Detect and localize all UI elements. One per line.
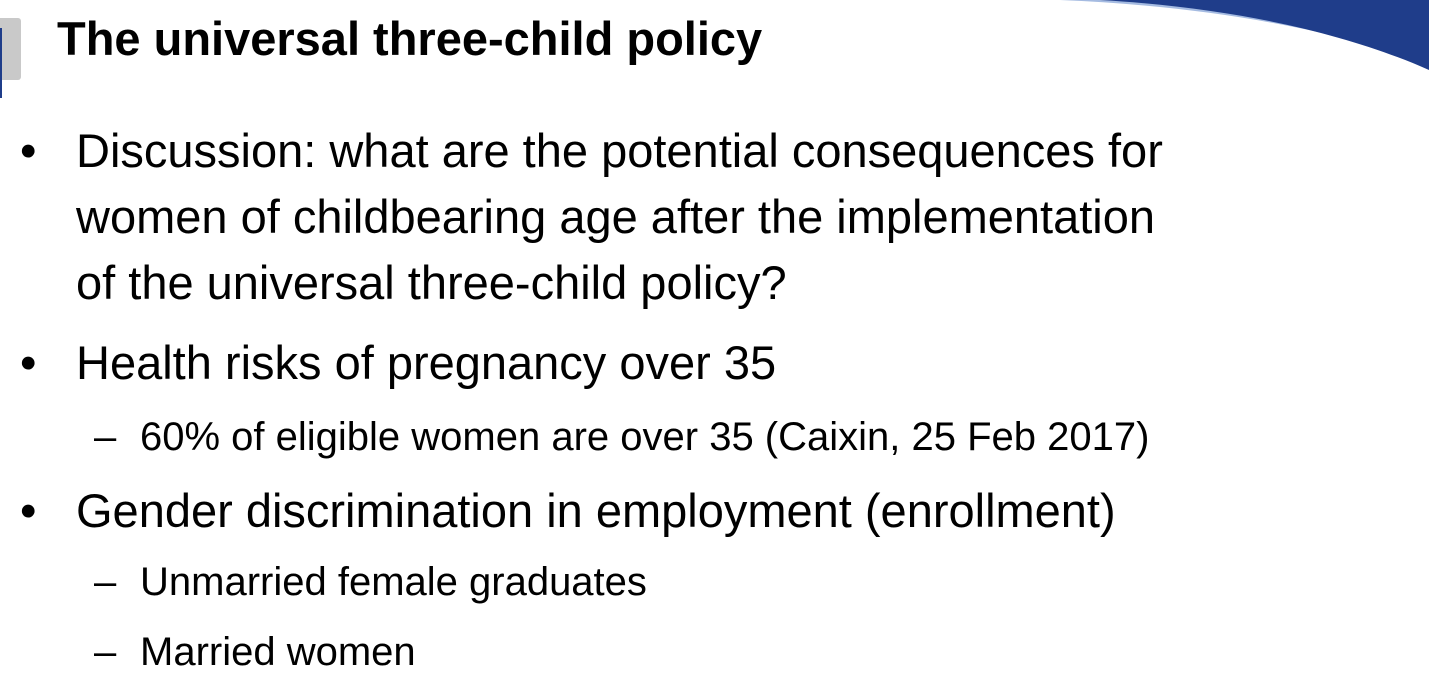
sub-bullet-marker: – bbox=[94, 415, 117, 459]
slide-title: The universal three-child policy bbox=[57, 12, 763, 65]
bullet-1-line-1: Discussion: what are the potential conse… bbox=[76, 124, 1163, 177]
side-tab bbox=[0, 18, 21, 80]
bullet-marker: • bbox=[20, 336, 37, 389]
bullet-1-line-3: of the universal three-child policy? bbox=[76, 256, 787, 309]
bullet-1-line-2: women of childbearing age after the impl… bbox=[76, 190, 1156, 243]
bullet-marker: • bbox=[20, 484, 37, 537]
swoosh-dark-band bbox=[1100, 0, 1429, 70]
sub-bullet-statistic: 60% of eligible women are over 35 (Caixi… bbox=[140, 415, 1150, 459]
sub-bullet-unmarried-graduates: Unmarried female graduates bbox=[140, 560, 647, 604]
bullet-marker: • bbox=[20, 124, 37, 177]
sub-bullet-marker: – bbox=[94, 560, 117, 604]
left-edge-accent bbox=[0, 28, 2, 98]
sub-bullet-marker: – bbox=[94, 630, 117, 674]
sub-bullet-married-women: Married women bbox=[140, 630, 416, 674]
header-swoosh-decoration bbox=[1060, 0, 1429, 70]
bullet-2-line-1: Health risks of pregnancy over 35 bbox=[76, 336, 777, 389]
bullet-3-line-1: Gender discrimination in employment (enr… bbox=[76, 484, 1116, 537]
